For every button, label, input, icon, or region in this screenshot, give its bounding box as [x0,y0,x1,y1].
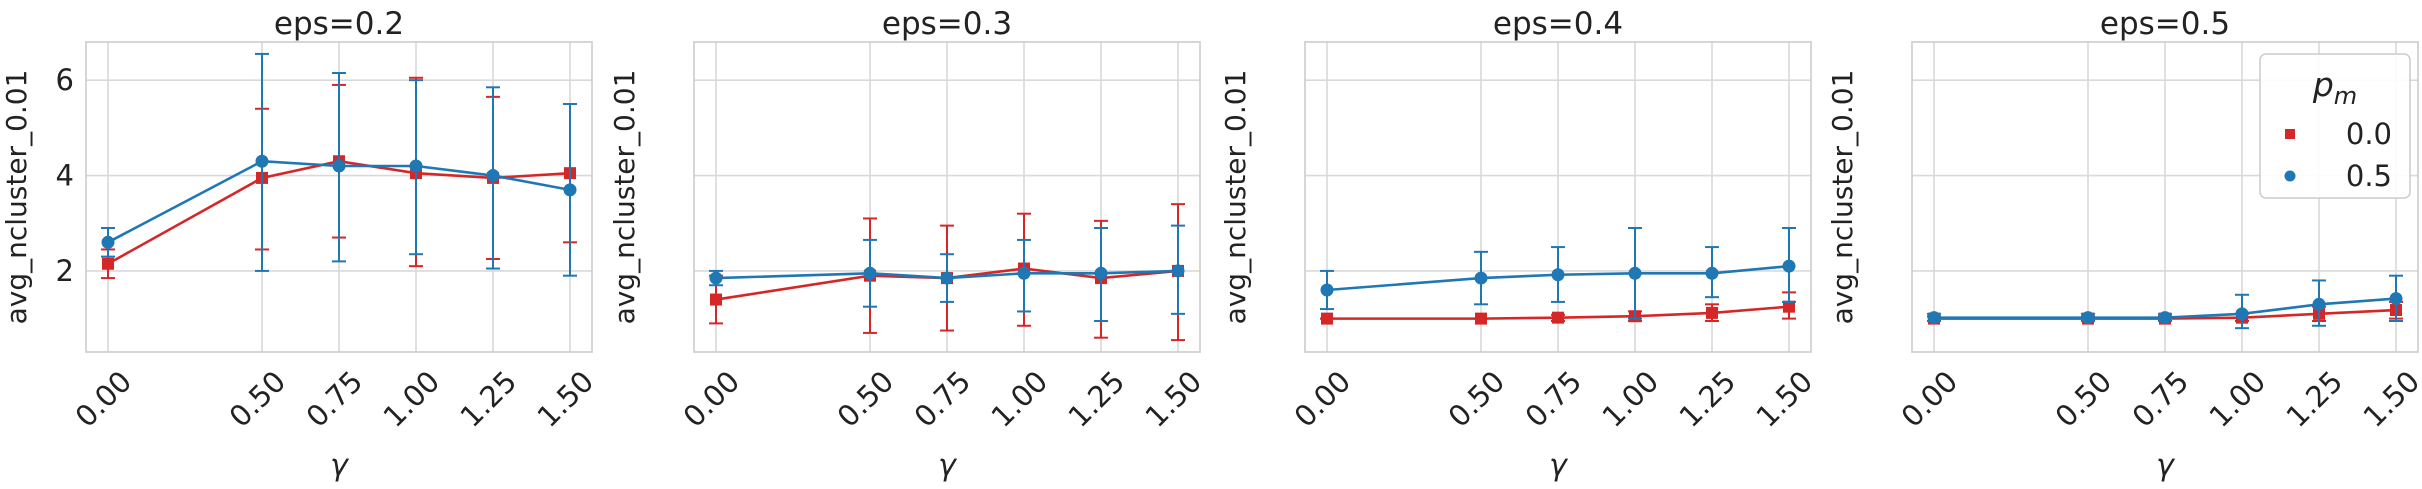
data-point [1927,311,1941,325]
x-tick-label: 1.00 [2203,364,2273,434]
x-tick-label: 1.50 [2357,364,2422,434]
x-tick-label: 0.00 [1895,364,1965,434]
x-tick-label: 1.25 [2280,364,2350,434]
y-axis-label: avg_ncluster_0.01 [608,70,641,325]
legend-marker [2284,170,2296,182]
data-point [1171,264,1185,278]
plot-frame [693,41,1201,353]
x-tick-label: 1.00 [377,364,447,434]
data-point [2312,297,2326,311]
data-point [2389,292,2403,306]
data-point [710,293,722,306]
legend-label: 0.5 [2346,159,2392,193]
data-point [1475,312,1487,325]
legend-marker [2285,129,2295,139]
subplot-3: eps=0.4 avg_ncluster_0.01 0.00 0.50 0.75 1.00… [1219,6,1819,483]
data-point [863,266,877,280]
data-point [486,169,500,183]
x-tick-label: 0.50 [223,364,293,434]
data-point [1782,259,1796,273]
subplot-title: eps=0.4 [1493,6,1623,42]
subplot-title: eps=0.5 [2100,6,2230,42]
subplot-title: eps=0.2 [274,6,404,42]
x-tick-label: 0.75 [300,364,370,434]
x-tick-label: 1.00 [1596,364,1666,434]
series-line [1934,297,2397,319]
data-point [409,159,423,173]
legend-box [2259,53,2411,199]
x-tick-label: 1.25 [1062,364,1132,434]
x-tick-label: 0.50 [1442,364,1512,434]
data-point [1783,300,1795,313]
x-axis-label: γ [330,448,350,483]
plot-frame [85,41,593,353]
data-point [1321,312,1333,325]
data-point [1320,283,1334,297]
series-0.0 [1320,291,1796,325]
data-point [1474,271,1488,285]
x-axis-label: γ [1549,448,1569,483]
x-tick-label: 1.50 [1139,364,1209,434]
series-0.5 [1927,274,2403,330]
x-axis-label: γ [2156,448,2176,483]
subplot-2: eps=0.3 avg_ncluster_0.01 0.00 0.50 0.75 1.00… [608,6,1208,483]
x-tick-label: 1.25 [454,364,524,434]
data-point [255,154,269,168]
y-axis-label: avg_ncluster_0.01 [1219,70,1252,325]
x-tick-label: 0.00 [69,364,139,434]
data-point [2158,311,2172,325]
data-point [1017,266,1031,280]
series-line [107,159,571,244]
y-axis-label: avg_ncluster_0.01 [1826,70,1859,325]
y-tick-label: 2 [56,254,74,288]
x-tick-label: 1.00 [985,364,1055,434]
x-tick-label: 1.50 [1750,364,1820,434]
subplot-title: eps=0.3 [882,6,1012,42]
legend: pm 0.0 0.5 [2259,53,2411,199]
data-point [1628,266,1642,280]
data-point [1705,266,1719,280]
x-tick-label: 0.75 [2126,364,2196,434]
x-tick-label: 0.00 [1288,364,1358,434]
legend-label: 0.0 [2346,117,2392,151]
data-point [1551,268,1565,282]
series-0.5 [101,52,577,277]
series-line [715,269,1179,280]
plot-frame [1304,41,1812,353]
data-point [102,257,114,270]
data-point [1094,266,1108,280]
x-tick-label: 0.75 [1519,364,1589,434]
x-tick-label: 0.50 [2049,364,2119,434]
series-0.5 [1320,227,1796,320]
x-tick-label: 1.25 [1673,364,1743,434]
x-tick-label: 0.75 [908,364,978,434]
plot-frame [1911,41,2419,353]
data-point [2235,307,2249,321]
series-line [1327,305,1790,320]
data-point [2081,311,2095,325]
x-tick-label: 0.00 [677,364,747,434]
y-tick-label: 4 [56,159,74,193]
data-point [1706,306,1718,319]
data-point [332,159,346,173]
x-tick-label: 0.50 [831,364,901,434]
x-axis-label: γ [938,448,958,483]
data-point [1552,311,1564,324]
legend-title: pm [2312,65,2357,110]
series-line [715,267,1179,301]
series-0.5 [709,224,1185,322]
x-tick-label: 1.50 [531,364,601,434]
data-point [940,271,954,285]
series-line [1326,264,1790,292]
data-point [101,235,115,249]
data-point [563,183,577,197]
y-axis-label: avg_ncluster_0.01 [0,70,33,325]
y-tick-label: 6 [56,63,74,97]
data-point [709,271,723,285]
